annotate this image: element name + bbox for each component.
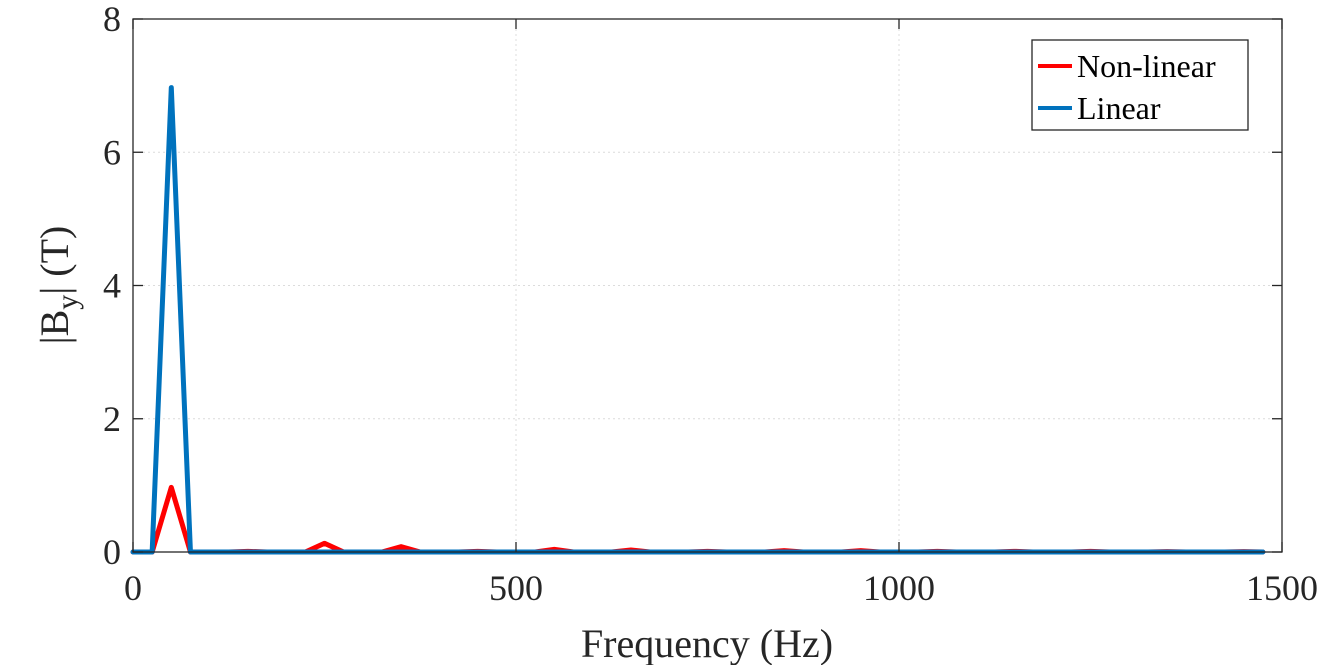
- y-tick-label: 0: [103, 532, 121, 572]
- grid: [133, 19, 1282, 552]
- ticks: 0 500 1000 1500 0 2 4 6 8: [103, 0, 1318, 608]
- y-tick-label: 2: [103, 399, 121, 439]
- legend-label-linear: Linear: [1077, 90, 1161, 126]
- y-axis-label-pre: |B: [32, 310, 77, 345]
- x-tick-label: 500: [489, 568, 543, 608]
- legend-label-non-linear: Non-linear: [1077, 48, 1216, 84]
- y-axis-label-post: | (T): [32, 226, 77, 295]
- x-tick-label: 0: [124, 568, 142, 608]
- x-tick-label: 1500: [1246, 568, 1318, 608]
- x-tick-label: 1000: [863, 568, 935, 608]
- legend-box: [1031, 39, 1249, 131]
- y-tick-label: 8: [103, 0, 121, 39]
- legend: Non-linear Linear: [1031, 39, 1249, 131]
- y-axis-label-sub: y: [51, 295, 84, 310]
- y-axis-label: |By| (T): [32, 226, 84, 345]
- y-tick-label: 6: [103, 132, 121, 172]
- x-axis-label: Frequency (Hz): [581, 621, 833, 665]
- y-tick-label: 4: [103, 266, 121, 306]
